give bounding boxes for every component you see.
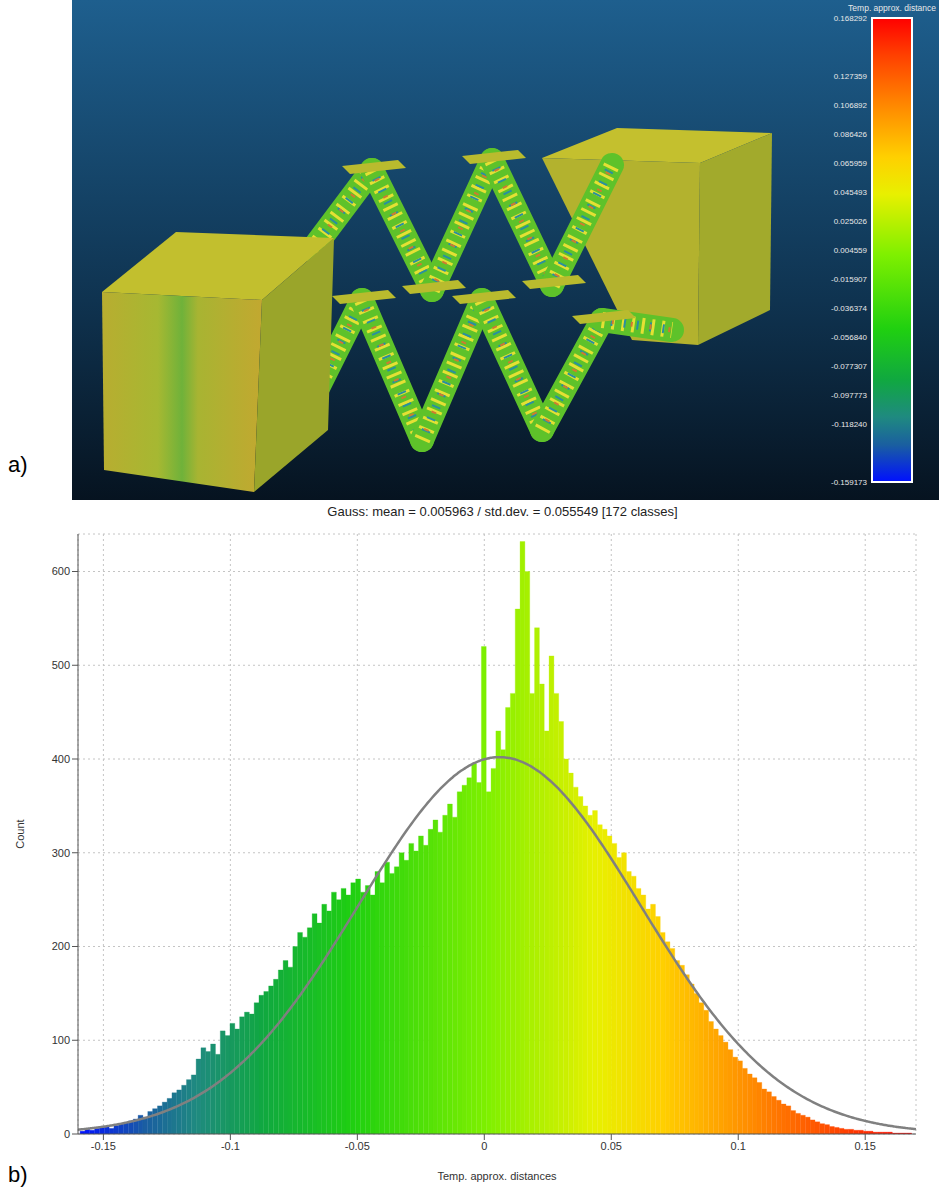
svg-text:0: 0 bbox=[64, 1128, 70, 1140]
svg-text:0.086426: 0.086426 bbox=[834, 130, 868, 139]
svg-text:Temp. approx. distance: Temp. approx. distance bbox=[848, 3, 936, 13]
svg-text:-0.015907: -0.015907 bbox=[831, 275, 868, 284]
svg-text:0.004559: 0.004559 bbox=[834, 246, 868, 255]
svg-text:0: 0 bbox=[481, 1140, 487, 1152]
svg-text:-0.1: -0.1 bbox=[221, 1140, 240, 1152]
svg-text:-0.159173: -0.159173 bbox=[831, 478, 868, 487]
svg-text:0.168292: 0.168292 bbox=[834, 14, 868, 23]
html-text:Gauss: mean = 0.005963 / std.d: Gauss: mean = 0.005963 / std.dev. = 0.05… bbox=[327, 504, 678, 519]
svg-text:-0.15: -0.15 bbox=[91, 1140, 116, 1152]
svg-text:600: 600 bbox=[52, 565, 70, 577]
svg-text:0.127359: 0.127359 bbox=[834, 72, 868, 81]
svg-text:Count: Count bbox=[14, 819, 26, 848]
svg-text:200: 200 bbox=[52, 940, 70, 952]
svg-text:-0.05: -0.05 bbox=[345, 1140, 370, 1152]
html-text:b): b) bbox=[8, 1162, 28, 1187]
svg-text:-0.118240: -0.118240 bbox=[832, 420, 868, 429]
svg-text:500: 500 bbox=[52, 659, 70, 671]
svg-text:0.045493: 0.045493 bbox=[834, 188, 868, 197]
svg-text:-0.036374: -0.036374 bbox=[831, 304, 868, 313]
svg-text:400: 400 bbox=[52, 753, 70, 765]
svg-text:-0.056840: -0.056840 bbox=[831, 333, 868, 342]
svg-text:-0.097773: -0.097773 bbox=[831, 391, 868, 400]
svg-text:0.15: 0.15 bbox=[855, 1140, 876, 1152]
svg-text:0.065959: 0.065959 bbox=[834, 159, 868, 168]
html-text:a): a) bbox=[8, 452, 28, 477]
svg-text:0.025026: 0.025026 bbox=[834, 217, 868, 226]
svg-text:0.106892: 0.106892 bbox=[834, 101, 868, 110]
svg-text:300: 300 bbox=[52, 847, 70, 859]
svg-text:0.05: 0.05 bbox=[601, 1140, 622, 1152]
svg-text:-0.077307: -0.077307 bbox=[831, 362, 868, 371]
svg-text:100: 100 bbox=[52, 1034, 70, 1046]
svg-text:Temp. approx. distances: Temp. approx. distances bbox=[437, 1170, 557, 1182]
svg-text:0.1: 0.1 bbox=[731, 1140, 746, 1152]
